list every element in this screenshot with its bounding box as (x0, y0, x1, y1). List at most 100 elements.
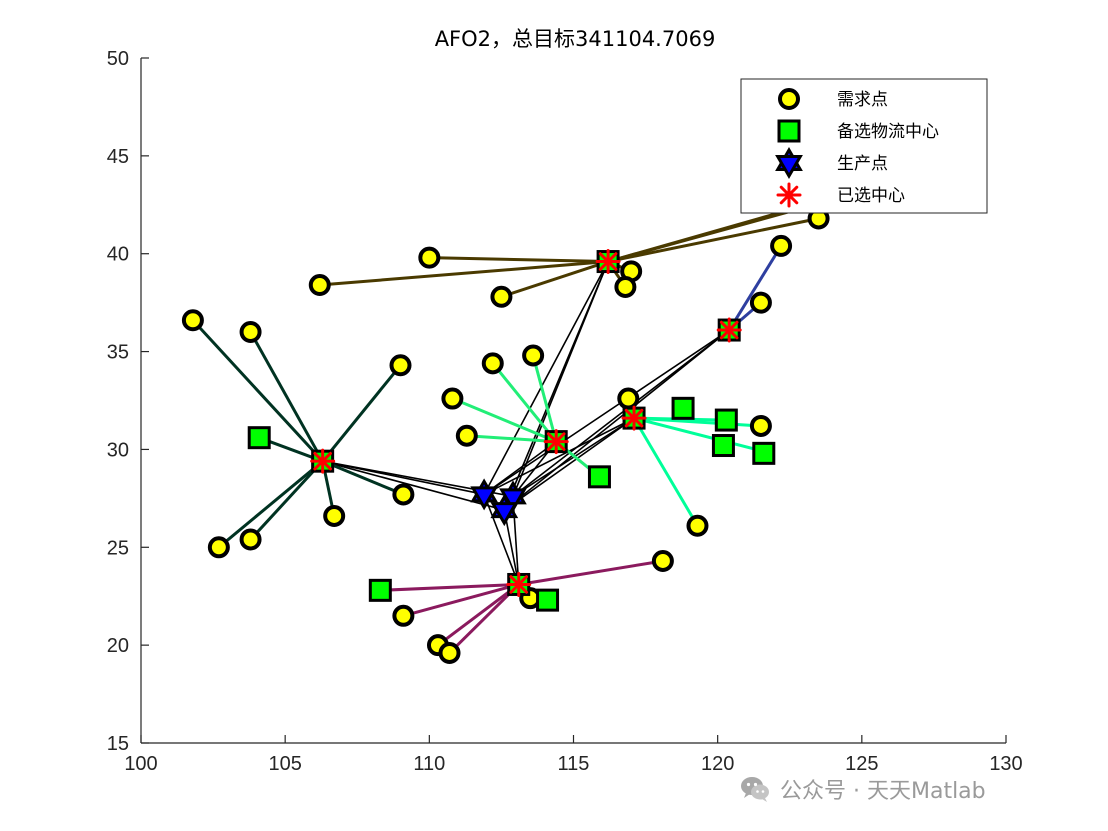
demand-point (239, 528, 262, 551)
hexagram-triangle-down (490, 502, 519, 527)
asterisk-stroke (313, 451, 332, 471)
candidate-center (368, 578, 392, 602)
hexagram-triangle-down (775, 155, 803, 179)
x-tick-label: 100 (124, 753, 157, 775)
demand-point (389, 354, 412, 377)
legend-marker-hexagram (775, 147, 803, 179)
assignment-line (249, 460, 324, 541)
assignment-line (191, 319, 324, 463)
y-tick-label: 35 (107, 342, 129, 364)
demand-point (749, 291, 772, 314)
y-tick-label: 40 (107, 244, 129, 266)
asterisk-stroke (719, 320, 739, 340)
watermark-text: 公众号 · 天天Matlab (780, 779, 986, 804)
demand-point (651, 549, 674, 572)
assignment-line (531, 355, 558, 442)
asterisk-stroke (509, 575, 528, 594)
demand-point (207, 536, 230, 559)
demand-point (239, 321, 262, 343)
assignment-line (402, 583, 520, 618)
supply-line (503, 509, 520, 585)
supply-line (322, 460, 505, 511)
x-tick-label: 120 (701, 753, 734, 775)
asterisk-stroke (598, 252, 618, 271)
connection-lines (191, 201, 822, 655)
y-tick-label: 30 (107, 439, 129, 461)
demand-point (392, 483, 415, 506)
assignment-line (321, 364, 402, 463)
x-tick-label: 110 (413, 753, 445, 775)
assignment-line (217, 460, 324, 549)
selected-center (543, 429, 569, 455)
candidate-center (714, 408, 738, 432)
legend-label: 备选物流中心 (837, 122, 939, 142)
assignment-line (466, 434, 557, 444)
assignment-line (727, 245, 783, 331)
supply-line (483, 261, 609, 495)
supply-line (503, 329, 730, 511)
chart-title: AFO2，总目标341104.7069 (435, 27, 716, 51)
selected-center (595, 249, 621, 275)
demand-point (455, 424, 478, 447)
y-tick-label: 45 (107, 146, 129, 168)
chart-markers (181, 207, 830, 664)
demand-point (323, 504, 346, 527)
x-tick-label: 115 (558, 753, 590, 775)
legend-label: 需求点 (837, 90, 888, 110)
x-tick-label: 130 (989, 753, 1022, 775)
axes: 100 105 110 115 120 125 130 15 20 25 30 35 40 45 50 (107, 48, 1023, 775)
assignment-line (500, 260, 609, 299)
demand-point (617, 387, 640, 410)
assignment-line (451, 397, 557, 443)
y-tick-label: 20 (107, 635, 129, 657)
demand-point (686, 514, 709, 537)
candidate-center (711, 434, 735, 458)
demand-point (749, 414, 772, 437)
y-tick-label: 50 (107, 48, 129, 70)
selected-center (621, 405, 647, 431)
supply-line (512, 329, 730, 498)
legend-marker-square (777, 119, 801, 143)
production-point (490, 494, 519, 527)
supply-line (483, 494, 520, 585)
assignment-line (249, 331, 324, 462)
x-tick-label: 125 (845, 753, 878, 775)
x-tick-label: 105 (268, 753, 301, 775)
assignment-line (633, 416, 765, 453)
candidate-center (247, 426, 271, 450)
selected-center (716, 317, 742, 343)
selected-center (310, 448, 336, 474)
supply-line (483, 417, 635, 496)
legend-label: 生产点 (837, 154, 888, 174)
demand-point (438, 641, 461, 664)
assignment-line (607, 217, 819, 264)
demand-point (181, 309, 204, 332)
asterisk-stroke (546, 432, 566, 451)
assignment-line (448, 583, 520, 655)
demand-point (490, 285, 513, 308)
hexagram-triangle-down (470, 486, 499, 511)
supply-line (503, 417, 635, 511)
asterisk-stroke (624, 408, 644, 428)
demand-point (770, 234, 793, 257)
assignment-line (429, 256, 609, 264)
candidate-center (752, 441, 776, 465)
demand-point (481, 352, 504, 375)
legend-marker-circle (778, 88, 800, 110)
candidate-center (587, 465, 611, 489)
demand-point (522, 344, 545, 367)
legend-label: 已选中心 (837, 186, 905, 206)
demand-point (418, 246, 441, 269)
demand-point (308, 274, 331, 297)
demand-point (392, 604, 415, 627)
candidate-center (671, 396, 695, 420)
wechat-icon (741, 777, 769, 802)
assignment-line (518, 559, 664, 586)
production-point (470, 478, 499, 511)
watermark: 公众号 · 天天Matlab (738, 772, 986, 806)
supply-line (483, 329, 730, 496)
assignment-line (491, 362, 558, 443)
demand-point (441, 387, 464, 410)
